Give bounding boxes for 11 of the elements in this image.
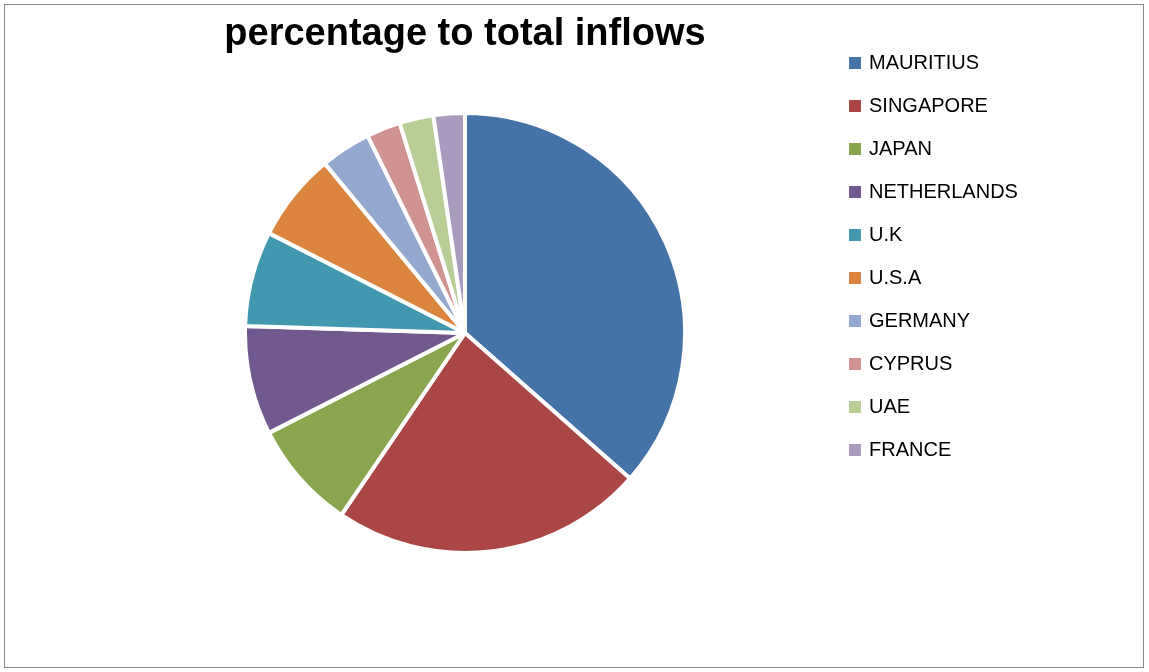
legend-label: MAURITIUS bbox=[869, 51, 979, 73]
legend-label: UAE bbox=[869, 395, 911, 417]
legend-label: CYPRUS bbox=[869, 352, 953, 374]
legend-label: FRANCE bbox=[869, 438, 952, 460]
legend-label: U.K bbox=[869, 223, 903, 245]
legend-label: GERMANY bbox=[869, 309, 971, 331]
legend-label: U.S.A bbox=[869, 266, 922, 288]
legend-label: SINGAPORE bbox=[869, 94, 988, 116]
legend-label: NETHERLANDS bbox=[869, 180, 1018, 202]
chart-title: percentage to total inflows bbox=[224, 11, 706, 53]
legend-label: JAPAN bbox=[869, 137, 932, 159]
